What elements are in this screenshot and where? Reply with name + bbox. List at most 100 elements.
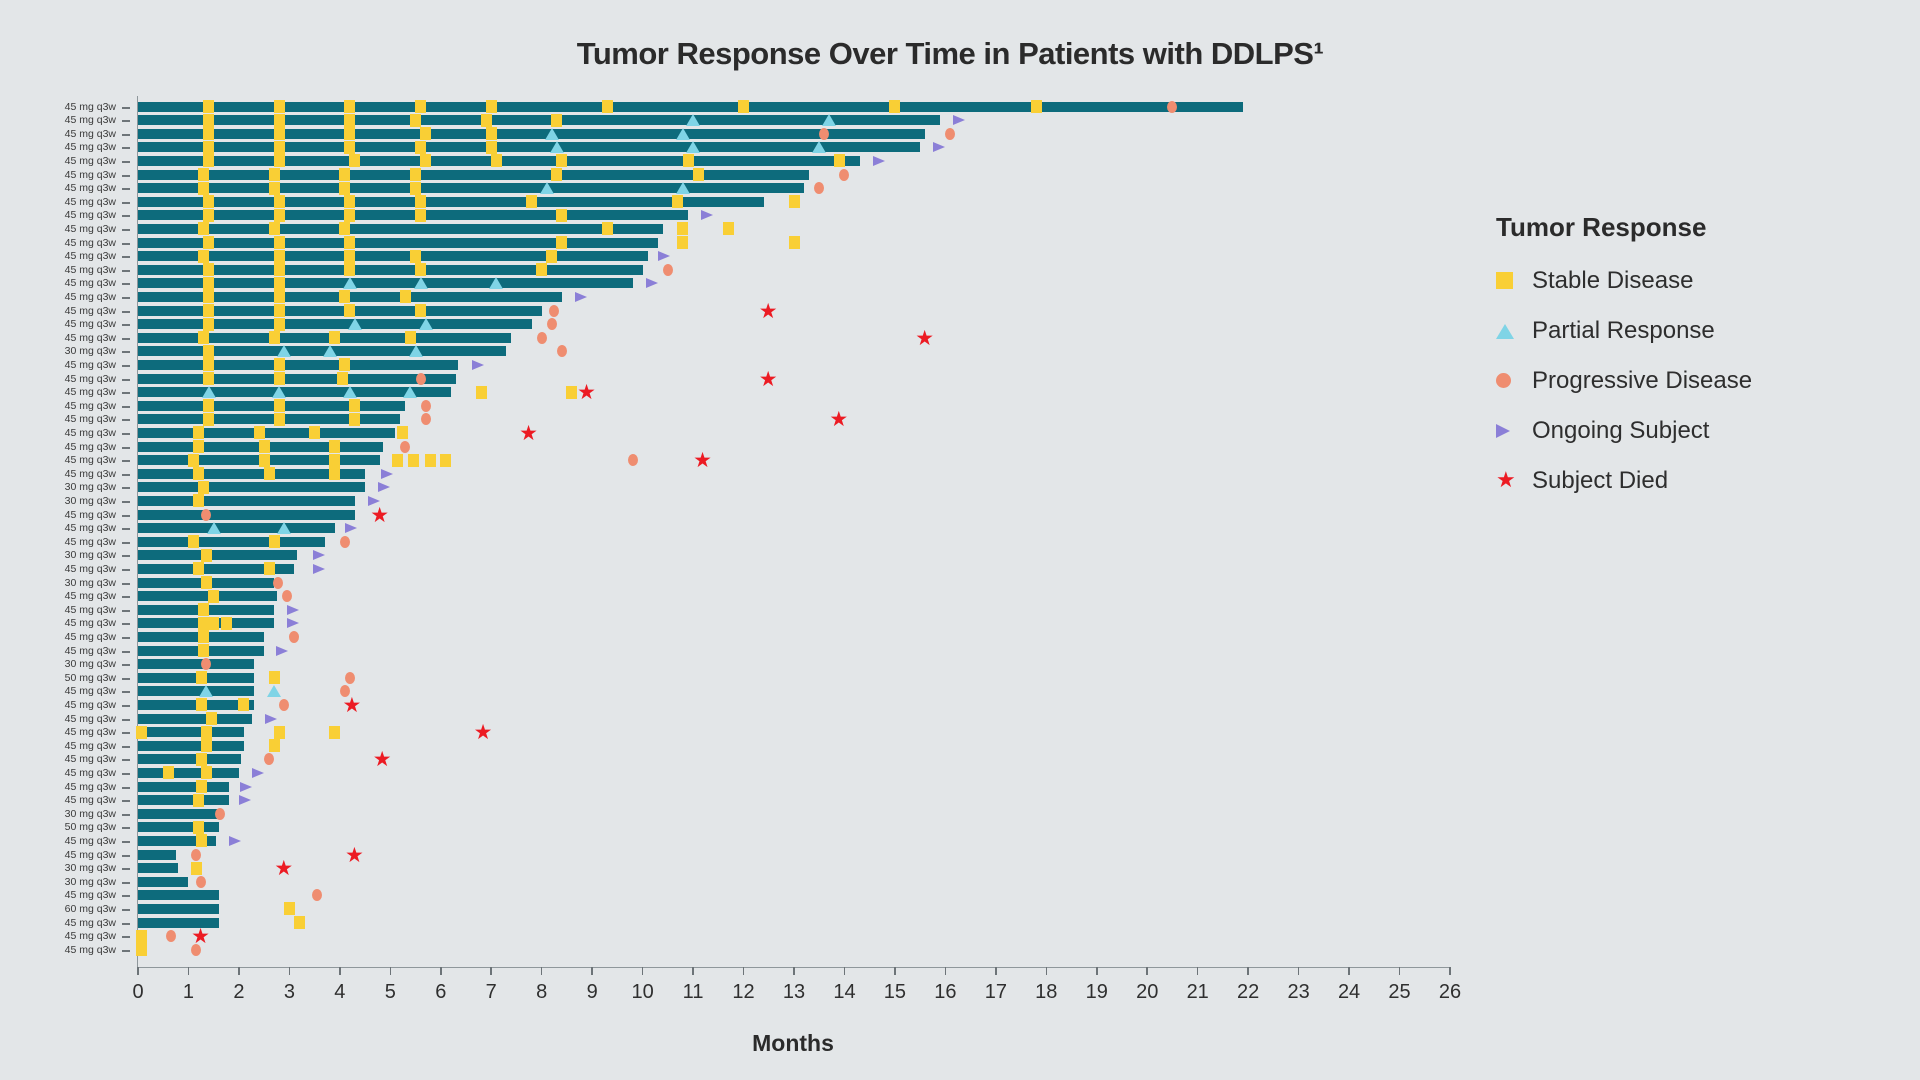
treatment-duration-bar [138, 128, 926, 139]
treatment-duration-bar [138, 727, 244, 738]
dose-label: 45 mg q3w [64, 848, 116, 861]
partial-response-marker [408, 345, 423, 358]
y-tick [122, 827, 130, 830]
stable-disease-marker [329, 725, 341, 739]
stable-disease-marker [263, 562, 275, 576]
x-axis-tick [137, 967, 139, 975]
subject-died-marker: ★ [693, 448, 712, 473]
ongoing-subject-marker [264, 713, 277, 724]
stable-disease-marker [268, 222, 280, 236]
stable-disease-marker [203, 358, 215, 372]
ongoing-subject-marker [872, 155, 885, 166]
swimmer-row: 45 mg q3w [65, 249, 1450, 263]
stable-disease-marker [485, 127, 497, 141]
swimmer-row: 50 mg q3w [65, 671, 1450, 685]
dose-label: 30 mg q3w [64, 345, 116, 358]
triangle-icon [1496, 319, 1522, 343]
swimmer-row: 45 mg q3w ★ [65, 382, 1450, 403]
x-axis-tick-label: 6 [435, 981, 447, 1003]
subject-died-marker: ★ [758, 298, 778, 323]
stable-disease-marker [203, 263, 215, 277]
legend-item-label: Subject Died [1532, 467, 1669, 494]
stable-disease-marker [268, 671, 280, 685]
dose-label: 45 mg q3w [64, 304, 116, 317]
swimmer-row: 30 mg q3w [65, 807, 1450, 821]
stable-disease-marker [268, 168, 280, 181]
x-axis-tick [1297, 967, 1300, 975]
x-axis-tick-label: 10 [631, 981, 654, 1003]
swimmer-row: 45 mg q3w [65, 467, 1450, 481]
stable-disease-marker [293, 916, 305, 929]
y-tick [122, 664, 130, 667]
treatment-duration-bar [138, 523, 335, 534]
stable-disease-marker [273, 304, 285, 317]
x-axis-tick-label: 8 [536, 981, 548, 1003]
swimmer-row: 45 mg q3w [65, 616, 1450, 630]
x-axis-tick-label: 22 [1237, 981, 1260, 1003]
stable-disease-marker [397, 426, 409, 440]
stable-disease-marker [344, 100, 356, 113]
x-axis-tick [1196, 967, 1199, 975]
swimmer-row: 45 mg q3w [65, 712, 1450, 726]
x-axis-tick [238, 967, 240, 975]
swimmer-row: 45 mg q3w [65, 140, 1450, 154]
x-axis-tick [944, 967, 947, 975]
stable-disease-marker [193, 562, 205, 576]
y-tick [122, 650, 130, 653]
swimmer-row: 45 mg q3w ★ [65, 409, 1450, 430]
dose-label: 50 mg q3w [64, 821, 116, 834]
treatment-duration-bar [138, 917, 219, 928]
y-tick [122, 895, 130, 898]
progressive-disease-marker [196, 875, 207, 888]
stable-disease-marker [415, 263, 427, 277]
dose-label: 45 mg q3w [64, 154, 116, 167]
partial-response-marker [544, 127, 559, 140]
treatment-duration-bar [138, 468, 366, 479]
x-axis-tick-label: 21 [1186, 981, 1209, 1003]
stable-disease-marker [1030, 100, 1042, 113]
stable-disease-marker [440, 453, 452, 467]
swimmer-row: 45 mg q3w [65, 399, 1450, 413]
subject-died-marker: ★ [274, 856, 294, 881]
x-axis-tick-label: 26 [1438, 981, 1462, 1003]
y-tick [122, 813, 130, 816]
dose-label: 45 mg q3w [64, 644, 116, 657]
stable-disease-marker [208, 616, 220, 630]
stable-disease-marker [273, 236, 285, 249]
swimmer-row: 45 mg q3w ★ [65, 694, 1450, 715]
progressive-disease-marker [273, 576, 284, 589]
x-axis-tick [440, 967, 442, 975]
progressive-disease-marker [339, 535, 350, 548]
treatment-duration-bar [138, 767, 239, 778]
stable-disease-marker [203, 276, 215, 290]
y-tick [122, 677, 130, 680]
stable-disease-marker [339, 358, 351, 372]
partial-response-marker [686, 114, 701, 127]
dose-label: 45 mg q3w [64, 630, 116, 643]
progressive-disease-marker [536, 331, 547, 344]
stable-disease-marker [788, 236, 800, 249]
dose-label: 45 mg q3w [64, 508, 116, 521]
dose-label: 45 mg q3w [64, 331, 116, 344]
treatment-duration-bar [138, 427, 396, 438]
dose-label: 45 mg q3w [64, 127, 116, 140]
partial-response-marker [201, 386, 216, 399]
stable-disease-marker [349, 399, 361, 413]
legend-item-label: Progressive Disease [1532, 367, 1753, 394]
swimmer-row: 45 mg q3w ★ [65, 448, 1450, 473]
swimmer-row: 45 mg q3w [65, 236, 1450, 250]
swimmer-row: 45 mg q3w [65, 562, 1450, 576]
stable-disease-marker [193, 820, 205, 834]
stable-disease-marker [410, 181, 422, 195]
stable-disease-marker [546, 249, 558, 263]
dose-label: 50 mg q3w [64, 671, 116, 684]
dose-label: 45 mg q3w [64, 263, 116, 276]
stable-disease-marker [833, 154, 845, 168]
stable-disease-marker [556, 208, 568, 222]
plot-area: 45 mg q3w 45 mg q3w 45 mg q3w 45 mg q3w 45 m… [65, 96, 1461, 1003]
treatment-duration-bar [138, 387, 451, 398]
partial-response-marker [539, 182, 554, 195]
x-axis-tick [591, 967, 593, 975]
dose-label: 30 mg q3w [64, 549, 116, 562]
stable-disease-marker [135, 929, 147, 943]
